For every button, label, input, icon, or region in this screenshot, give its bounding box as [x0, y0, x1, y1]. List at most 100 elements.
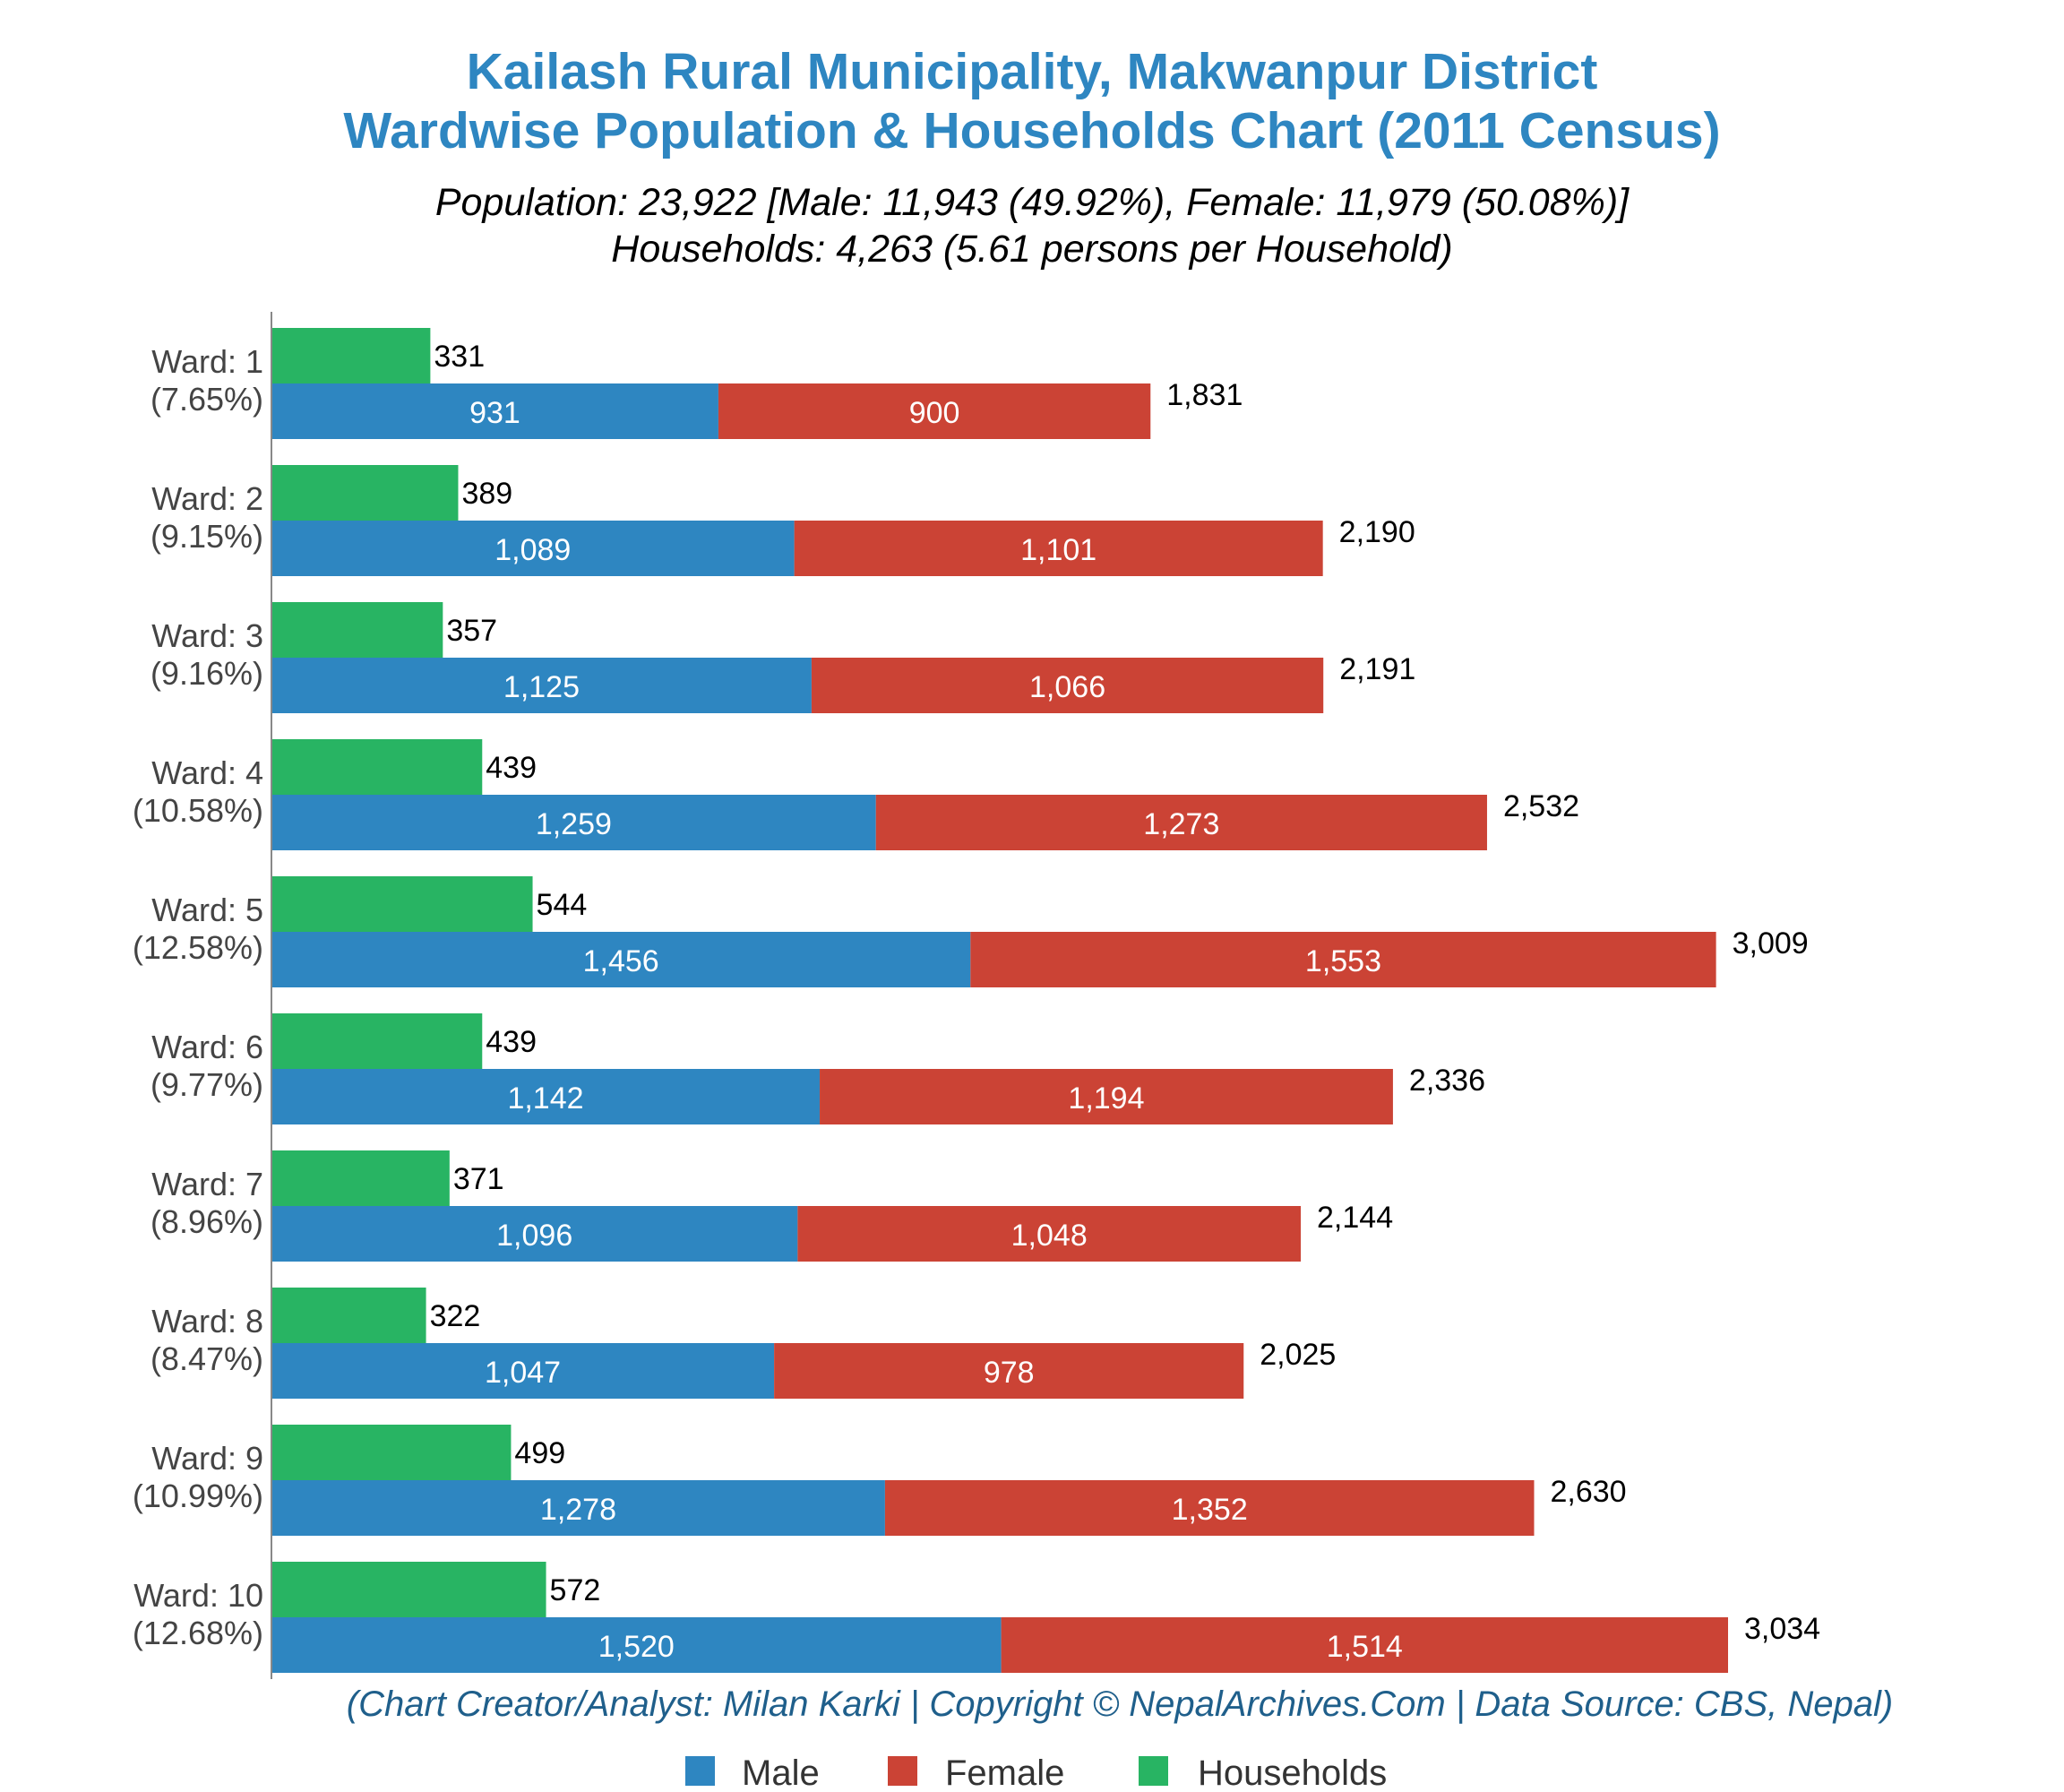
- male-bar: [271, 795, 876, 850]
- legend-swatch-male: [685, 1756, 715, 1786]
- female-bar: [875, 795, 1487, 850]
- female-value-label: 1,101: [1020, 533, 1096, 567]
- ward-label: Ward: 5: [151, 892, 263, 928]
- ward-percent-label: (10.99%): [133, 1478, 263, 1514]
- female-bar: [820, 1069, 1393, 1124]
- total-value-label: 2,144: [1317, 1201, 1393, 1235]
- households-bar: [271, 876, 533, 932]
- male-bar: [271, 658, 812, 713]
- households-bar: [271, 1562, 546, 1617]
- female-bar: [1001, 1617, 1728, 1673]
- bars-group: Ward: 1(7.65%) 331 931 900 1,831 Ward: 2(9.15…: [133, 328, 1820, 1673]
- male-value-label: 1,096: [496, 1219, 572, 1253]
- female-bar: [774, 1343, 1244, 1399]
- households-bar: [271, 1425, 512, 1480]
- households-value-label: 439: [486, 1025, 537, 1059]
- households-bar: [271, 602, 443, 658]
- female-bar: [718, 383, 1151, 439]
- total-value-label: 2,025: [1260, 1338, 1336, 1372]
- legend-label-households: Households: [1198, 1753, 1387, 1792]
- ward-label: Ward: 6: [151, 1029, 263, 1065]
- male-value-label: 1,259: [536, 807, 612, 841]
- households-value-label: 331: [434, 340, 485, 374]
- ward-label: Ward: 10: [133, 1577, 263, 1614]
- male-bar: [271, 383, 718, 439]
- total-value-label: 3,009: [1733, 926, 1809, 961]
- male-value-label: 1,142: [507, 1081, 583, 1116]
- total-value-label: 3,034: [1744, 1612, 1820, 1646]
- ward-percent-label: (10.58%): [133, 792, 263, 829]
- households-value-label: 357: [446, 614, 497, 648]
- households-bar: [271, 739, 483, 795]
- ward-percent-label: (7.65%): [150, 381, 263, 418]
- male-value-label: 1,456: [583, 944, 659, 978]
- households-bar: [271, 1150, 450, 1206]
- households-bar: [271, 1013, 483, 1069]
- female-value-label: 978: [984, 1356, 1035, 1390]
- households-value-label: 439: [486, 751, 537, 785]
- total-value-label: 2,191: [1339, 652, 1415, 686]
- households-value-label: 389: [461, 477, 512, 511]
- households-value-label: 544: [537, 888, 588, 922]
- male-value-label: 1,278: [540, 1493, 616, 1527]
- households-value-label: 322: [430, 1299, 481, 1333]
- chart-subtitle-population: Population: 23,922 [Male: 11,943 (49.92%…: [435, 181, 1630, 224]
- chart-footer-credit: (Chart Creator/Analyst: Milan Karki | Co…: [347, 1684, 1893, 1724]
- male-bar: [271, 1206, 798, 1262]
- total-value-label: 2,336: [1409, 1064, 1485, 1098]
- female-bar: [970, 932, 1716, 987]
- ward-percent-label: (8.47%): [150, 1340, 263, 1377]
- households-bar: [271, 1288, 426, 1343]
- female-value-label: 1,066: [1029, 670, 1105, 704]
- ward-percent-label: (9.77%): [150, 1066, 263, 1103]
- male-value-label: 1,520: [598, 1630, 675, 1664]
- legend-swatch-female: [888, 1756, 917, 1786]
- legend-swatch-households: [1139, 1756, 1168, 1786]
- male-bar: [271, 1617, 1002, 1673]
- ward-percent-label: (9.16%): [150, 655, 263, 692]
- female-bar: [884, 1480, 1535, 1536]
- ward-percent-label: (12.68%): [133, 1615, 263, 1651]
- male-bar: [271, 1069, 821, 1124]
- male-bar: [271, 521, 795, 576]
- ward-label: Ward: 9: [151, 1440, 263, 1477]
- female-bar: [794, 521, 1323, 576]
- female-bar: [797, 1206, 1302, 1262]
- households-value-label: 371: [453, 1162, 504, 1196]
- male-bar: [271, 1343, 775, 1399]
- female-value-label: 1,194: [1068, 1081, 1144, 1116]
- female-value-label: 1,352: [1172, 1493, 1248, 1527]
- households-value-label: 572: [550, 1573, 601, 1607]
- total-value-label: 2,532: [1503, 789, 1579, 823]
- female-value-label: 1,514: [1327, 1630, 1403, 1664]
- households-bar: [271, 328, 431, 383]
- male-value-label: 1,047: [485, 1356, 561, 1390]
- legend-label-female: Female: [945, 1753, 1064, 1792]
- female-value-label: 1,273: [1143, 807, 1219, 841]
- households-bar: [271, 465, 459, 521]
- legend: Male Female Households: [685, 1753, 1387, 1792]
- chart-subtitle-households: Households: 4,263 (5.61 persons per Hous…: [611, 228, 1452, 271]
- female-value-label: 900: [909, 396, 960, 430]
- total-value-label: 2,630: [1550, 1475, 1626, 1509]
- male-value-label: 1,125: [503, 670, 580, 704]
- ward-label: Ward: 4: [151, 754, 263, 791]
- ward-label: Ward: 8: [151, 1303, 263, 1340]
- legend-label-male: Male: [742, 1753, 820, 1792]
- male-value-label: 931: [469, 396, 520, 430]
- ward-label: Ward: 3: [151, 617, 263, 654]
- total-value-label: 2,190: [1339, 515, 1415, 549]
- ward-label: Ward: 7: [151, 1166, 263, 1202]
- total-value-label: 1,831: [1166, 378, 1243, 412]
- female-value-label: 1,048: [1011, 1219, 1088, 1253]
- chart-title-line1: Kailash Rural Municipality, Makwanpur Di…: [467, 43, 1598, 100]
- male-value-label: 1,089: [494, 533, 571, 567]
- ward-percent-label: (8.96%): [150, 1203, 263, 1240]
- male-bar: [271, 932, 971, 987]
- ward-percent-label: (12.58%): [133, 929, 263, 966]
- households-value-label: 499: [514, 1436, 565, 1470]
- ward-label: Ward: 2: [151, 480, 263, 517]
- female-bar: [811, 658, 1324, 713]
- male-bar: [271, 1480, 885, 1536]
